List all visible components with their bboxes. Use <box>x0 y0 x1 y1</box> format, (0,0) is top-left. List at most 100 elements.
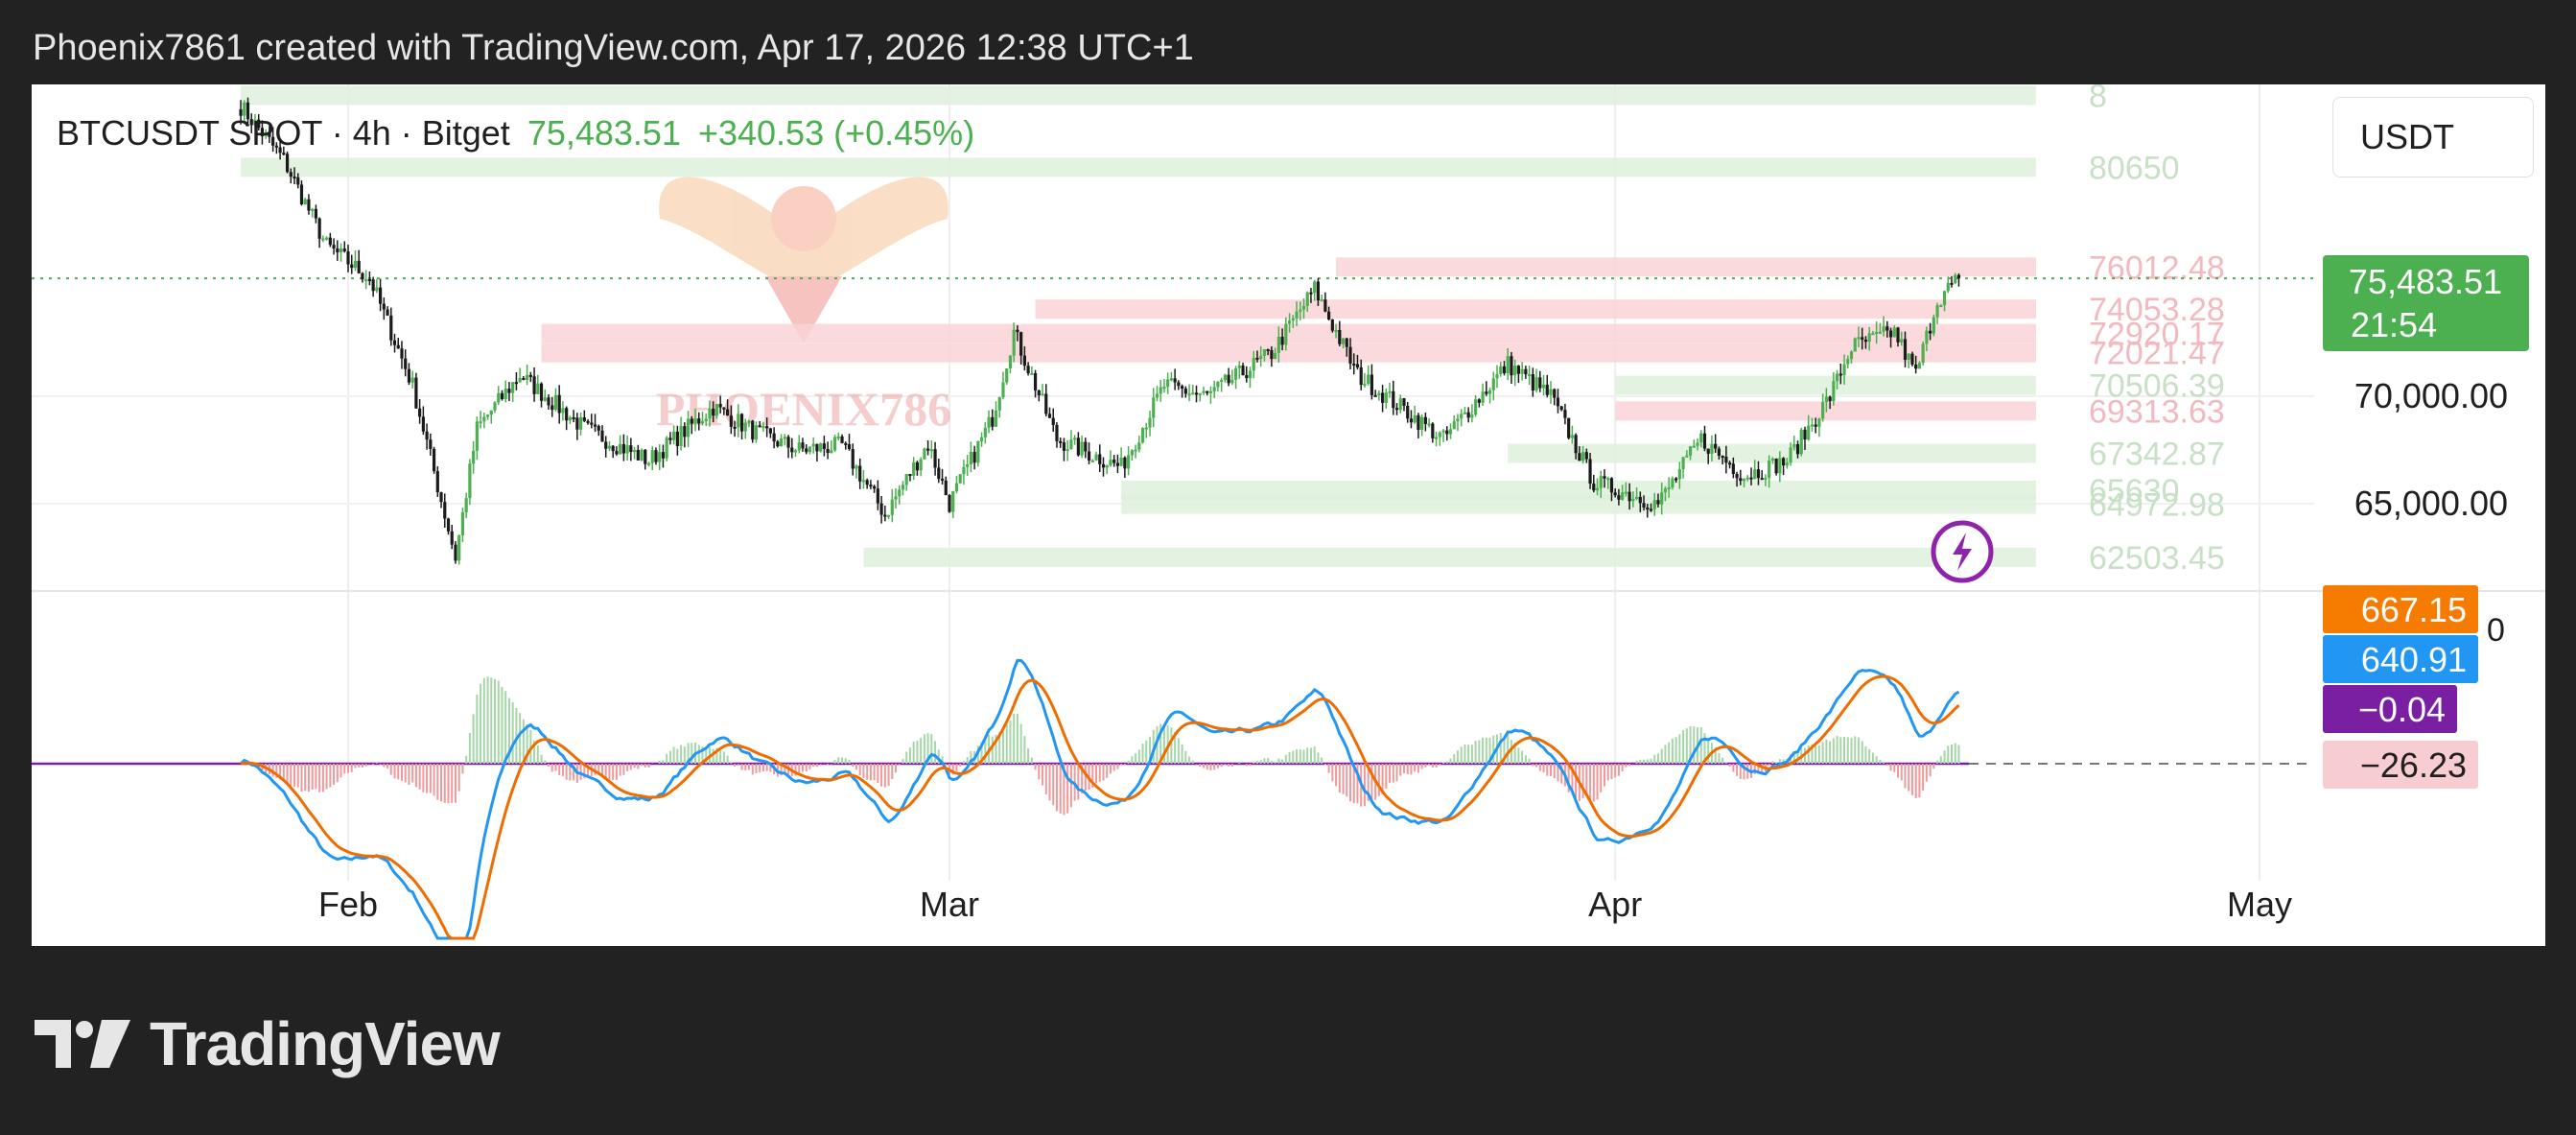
candle-body <box>772 433 776 442</box>
phoenix-body-icon <box>771 186 836 251</box>
candle-body <box>1485 391 1488 394</box>
candle-body <box>1276 336 1280 353</box>
candle-body <box>389 315 393 341</box>
candle-body <box>886 514 891 517</box>
candle-body <box>1910 353 1914 365</box>
candle-body <box>1706 448 1710 454</box>
candle-body <box>565 408 569 421</box>
candle-body <box>836 436 840 438</box>
candle-body <box>1581 452 1585 461</box>
candle-body <box>1162 387 1166 390</box>
candle-body <box>697 418 701 424</box>
candle-body <box>1942 291 1947 306</box>
candle-body <box>1721 456 1724 459</box>
candle-body <box>479 421 482 424</box>
zone-label-1: 80650 <box>2089 150 2180 186</box>
candle-body <box>1742 478 1746 482</box>
candle-body <box>861 480 866 483</box>
currency-button[interactable]: USDT <box>2332 97 2534 177</box>
candle-body <box>367 279 371 282</box>
candle-body <box>646 462 651 465</box>
candle-body <box>658 452 662 462</box>
macd-histogram <box>243 676 1960 816</box>
candle-body <box>951 491 955 512</box>
candle-body <box>1474 399 1478 415</box>
candle-body <box>414 377 418 409</box>
candle-body <box>1334 330 1338 333</box>
candle-body <box>1187 393 1191 396</box>
candle-body <box>822 443 826 449</box>
phoenix-tail-icon <box>765 276 842 343</box>
candle-body <box>392 340 397 345</box>
candle-body <box>1609 478 1614 493</box>
candle-body <box>299 184 304 204</box>
candle-body <box>497 392 501 403</box>
candle-body <box>607 445 612 449</box>
candle-body <box>1487 390 1492 394</box>
chart-panel[interactable]: PHOENIX786 8 80650 76012.48 74053.28 72920.17… <box>32 84 2545 946</box>
candle-body <box>1510 356 1513 376</box>
indicator-tag-3 <box>2323 741 2478 789</box>
candle-body <box>751 420 755 440</box>
candle-body <box>532 376 536 394</box>
candle-body <box>475 421 479 451</box>
candle-body <box>1803 429 1807 440</box>
candle-body <box>1745 477 1749 480</box>
candle-body <box>869 485 873 487</box>
candle-body <box>1287 320 1292 324</box>
candle-body <box>289 172 293 177</box>
candle-body <box>1359 367 1363 386</box>
candle-body <box>1152 397 1156 418</box>
candle-body <box>1477 399 1481 403</box>
candle-body <box>450 531 454 545</box>
candle-body <box>485 414 490 417</box>
candle-body <box>1631 498 1635 502</box>
candle-body <box>568 417 572 421</box>
candle-body <box>1606 478 1610 481</box>
candle-body <box>1663 488 1668 493</box>
candle-body <box>1814 424 1817 427</box>
candle-body <box>1313 281 1317 294</box>
candle-body <box>500 392 504 400</box>
candle-body <box>1878 331 1882 334</box>
candle-body <box>1230 379 1234 384</box>
zone-band-3 <box>1035 299 2036 319</box>
candle-body <box>364 279 368 282</box>
candle-body <box>991 416 995 427</box>
candle-body <box>1427 423 1431 426</box>
chart-attribution: Phoenix7861 created with TradingView.com… <box>33 28 1194 68</box>
candle-body <box>1115 462 1120 466</box>
candle-body <box>979 437 984 441</box>
candle-body <box>1624 491 1628 494</box>
candle-body <box>382 303 386 310</box>
price-chart[interactable]: PHOENIX786 8 80650 76012.48 74053.2872920.17… <box>32 84 2545 946</box>
candle-body <box>1402 398 1406 406</box>
candle-body <box>1373 394 1377 397</box>
candle-body <box>1037 390 1041 396</box>
candle-body <box>987 416 991 428</box>
candle-body <box>489 410 493 415</box>
candle-body <box>1423 416 1427 424</box>
tradingview-brand[interactable]: TradingView <box>35 1005 501 1082</box>
candle-body <box>1301 305 1306 310</box>
candle-body <box>1109 460 1112 466</box>
candle-body <box>1008 355 1013 369</box>
zone-label-11: 62503.45 <box>2089 540 2225 577</box>
candle-body <box>693 418 697 424</box>
candle-body <box>378 287 383 304</box>
candle-body <box>1932 317 1935 334</box>
candle-body <box>1674 478 1678 481</box>
candle-body <box>572 417 575 420</box>
candle-body <box>1588 459 1592 485</box>
candle-body <box>629 445 633 453</box>
candle-body <box>361 272 364 280</box>
candle-body <box>1688 446 1693 456</box>
candle-body <box>793 450 798 453</box>
candle-body <box>278 147 282 154</box>
candle-body <box>296 177 300 185</box>
candle-body <box>253 119 257 126</box>
candle-body <box>1885 326 1889 331</box>
zone-label-0: 8 <box>2089 84 2107 114</box>
candle-body <box>1628 491 1631 502</box>
candle-body <box>1001 382 1005 397</box>
